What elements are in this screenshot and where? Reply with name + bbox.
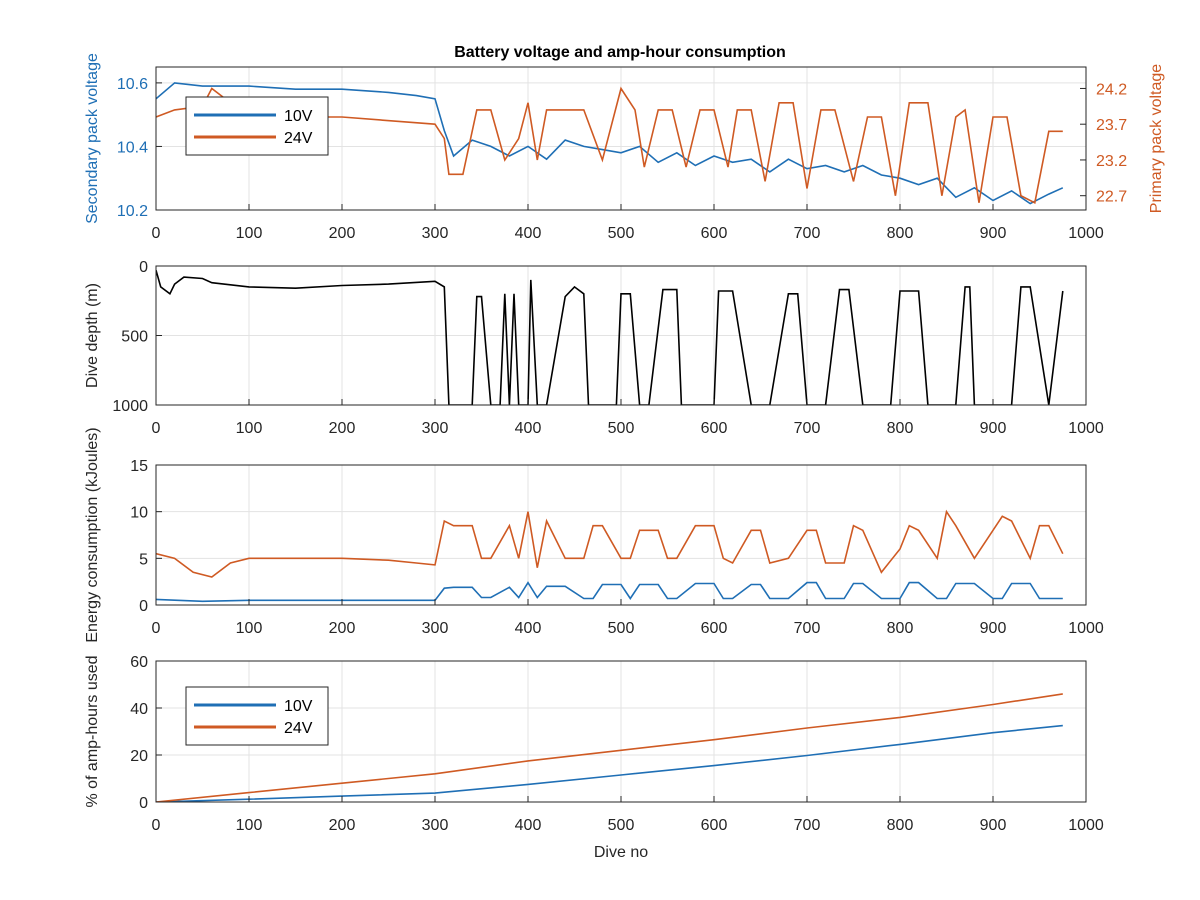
x-tick-label: 800 (887, 420, 914, 437)
y-axis-label: Energy consumption (kJoules) (84, 427, 101, 642)
x-tick-label: 900 (980, 620, 1007, 637)
x-tick-label: 500 (608, 817, 635, 834)
y-axis-label: % of amp-hours used (84, 655, 101, 807)
y-tick-label: 10 (130, 505, 148, 522)
x-tick-label: 700 (794, 420, 821, 437)
y-right-tick-label: 22.7 (1096, 189, 1127, 206)
y-tick-label: 40 (130, 701, 148, 718)
x-tick-label: 800 (887, 620, 914, 637)
series-line-24V (156, 86, 1063, 204)
x-tick-label: 300 (422, 620, 449, 637)
y-tick-label: 0 (139, 795, 148, 812)
y-tick-label: 10.6 (117, 76, 148, 93)
x-tick-label: 600 (701, 817, 728, 834)
x-tick-label: 500 (608, 620, 635, 637)
x-tick-label: 200 (329, 817, 356, 834)
x-tick-label: 0 (152, 620, 161, 637)
y-axis-label: Secondary pack voltage (84, 53, 101, 224)
y-tick-label: 15 (130, 458, 148, 475)
series-line-10V (156, 724, 1063, 802)
series-line-24V (156, 693, 1063, 802)
x-tick-label: 0 (152, 817, 161, 834)
x-tick-label: 200 (329, 620, 356, 637)
x-tick-label: 200 (329, 225, 356, 242)
x-tick-label: 100 (236, 420, 263, 437)
x-tick-label: 400 (515, 225, 542, 242)
y-axis-label: Dive depth (m) (84, 283, 101, 388)
x-tick-label: 600 (701, 420, 728, 437)
x-tick-label: 300 (422, 225, 449, 242)
x-tick-label: 1000 (1068, 420, 1104, 437)
y-tick-label: 10.4 (117, 139, 148, 156)
y-tick-label: 60 (130, 654, 148, 671)
x-tick-label: 100 (236, 817, 263, 834)
x-tick-label: 400 (515, 620, 542, 637)
y-tick-label: 0 (139, 259, 148, 276)
legend-label: 10V (284, 108, 313, 125)
legend-box (185, 96, 329, 156)
y-tick-label: 500 (121, 329, 148, 346)
panel-3: 0 100 200 300 400 500 600 700 800 900 1000 0 5 10 15 En… (84, 427, 1104, 642)
y-tick-label: 20 (130, 748, 148, 765)
y-right-tick-label: 23.2 (1096, 153, 1127, 170)
x-tick-label: 500 (608, 420, 635, 437)
x-tick-label: 800 (887, 817, 914, 834)
y-right-tick-label: 24.2 (1096, 81, 1127, 98)
x-tick-label: 900 (980, 225, 1007, 242)
series-line-10V (156, 82, 1064, 205)
x-tick-label: 1000 (1068, 817, 1104, 834)
series-line-depth (156, 269, 1064, 405)
series-line-10V (156, 581, 1063, 603)
legend-label: 24V (284, 720, 313, 737)
x-tick-label: 1000 (1068, 225, 1104, 242)
x-tick-label: 900 (980, 817, 1007, 834)
x-tick-label: 700 (794, 620, 821, 637)
x-tick-label: 700 (794, 817, 821, 834)
legend-label: 10V (284, 698, 313, 715)
x-tick-label: 600 (701, 620, 728, 637)
x-tick-label: 500 (608, 225, 635, 242)
x-tick-label: 400 (515, 420, 542, 437)
legend-box (185, 686, 329, 746)
figure-title: Battery voltage and amp-hour consumption (454, 44, 786, 61)
x-tick-label: 700 (794, 225, 821, 242)
x-tick-label: 900 (980, 420, 1007, 437)
x-tick-label: 300 (422, 420, 449, 437)
y-tick-label: 1000 (112, 398, 148, 415)
y-right-axis-label: Primary pack voltage (1148, 64, 1165, 213)
x-tick-label: 100 (236, 620, 263, 637)
x-tick-label: 300 (422, 817, 449, 834)
x-tick-label: 100 (236, 225, 263, 242)
y-tick-label: 0 (139, 598, 148, 615)
panel-1: 0 100 200 300 400 500 600 700 800 900 1000 10.2 10.4… (84, 53, 1165, 242)
legend-label: 24V (284, 130, 313, 147)
x-tick-label: 0 (152, 420, 161, 437)
x-tick-label: 400 (515, 817, 542, 834)
x-axis-label: Dive no (594, 844, 648, 861)
y-right-tick-label: 23.7 (1096, 117, 1127, 134)
y-tick-label: 5 (139, 551, 148, 568)
x-tick-label: 1000 (1068, 620, 1104, 637)
y-tick-label: 10.2 (117, 203, 148, 220)
x-tick-label: 600 (701, 225, 728, 242)
series-line-24V (156, 509, 1064, 578)
x-tick-label: 0 (152, 225, 161, 242)
x-tick-label: 200 (329, 420, 356, 437)
panel-2: 0 100 200 300 400 500 600 700 800 900 100005001000… (84, 259, 1104, 437)
x-tick-label: 800 (887, 225, 914, 242)
panel-4: 0 100 200 300 400 500 600 700 800 900 1000 0 20 40 60%… (84, 654, 1104, 861)
